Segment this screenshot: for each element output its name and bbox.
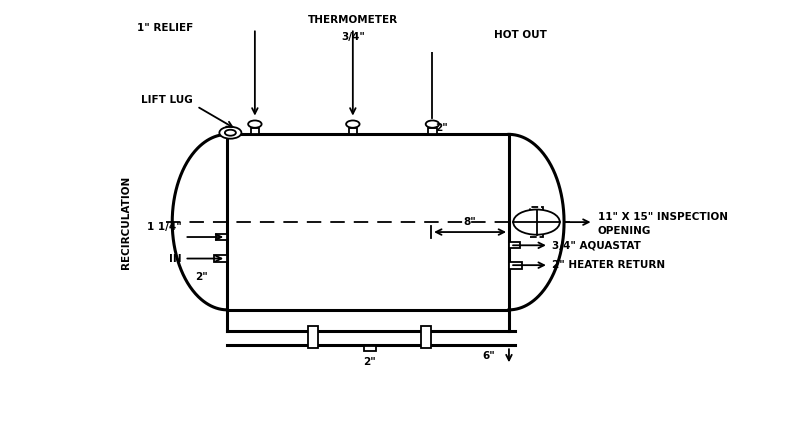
Text: IN: IN (169, 254, 182, 264)
Text: RECIRCULATION: RECIRCULATION (122, 175, 131, 269)
Bar (250, 129, 259, 134)
Text: 1" RELIEF: 1" RELIEF (137, 23, 194, 34)
Bar (363, 346, 376, 351)
Bar (308, 326, 318, 348)
Text: THERMOMETER: THERMOMETER (308, 15, 398, 25)
Text: OPENING: OPENING (598, 226, 651, 237)
Bar (530, 207, 544, 237)
Circle shape (220, 127, 242, 139)
Text: LIFT LUG: LIFT LUG (141, 95, 193, 104)
Bar (421, 326, 431, 348)
Text: 11" X 15" INSPECTION: 11" X 15" INSPECTION (598, 212, 728, 222)
Circle shape (426, 120, 439, 128)
Text: 2": 2" (435, 123, 448, 133)
Circle shape (346, 120, 359, 128)
Bar (509, 261, 522, 269)
Text: 3/4": 3/4" (341, 32, 365, 42)
Text: 6": 6" (483, 351, 495, 361)
Text: 2": 2" (195, 272, 208, 282)
Bar (214, 255, 228, 262)
Text: 3/4" AQUASTAT: 3/4" AQUASTAT (552, 240, 641, 250)
Circle shape (225, 130, 236, 136)
Circle shape (514, 209, 560, 235)
Bar (428, 129, 437, 134)
Bar (348, 129, 357, 134)
Bar (216, 234, 228, 240)
Circle shape (248, 120, 261, 128)
Text: 8": 8" (464, 217, 476, 227)
Bar (509, 243, 520, 248)
Text: 2": 2" (363, 357, 376, 367)
Text: 2" HEATER RETURN: 2" HEATER RETURN (552, 260, 665, 270)
Text: 1 1/4": 1 1/4" (147, 222, 182, 232)
Text: HOT OUT: HOT OUT (494, 30, 547, 40)
